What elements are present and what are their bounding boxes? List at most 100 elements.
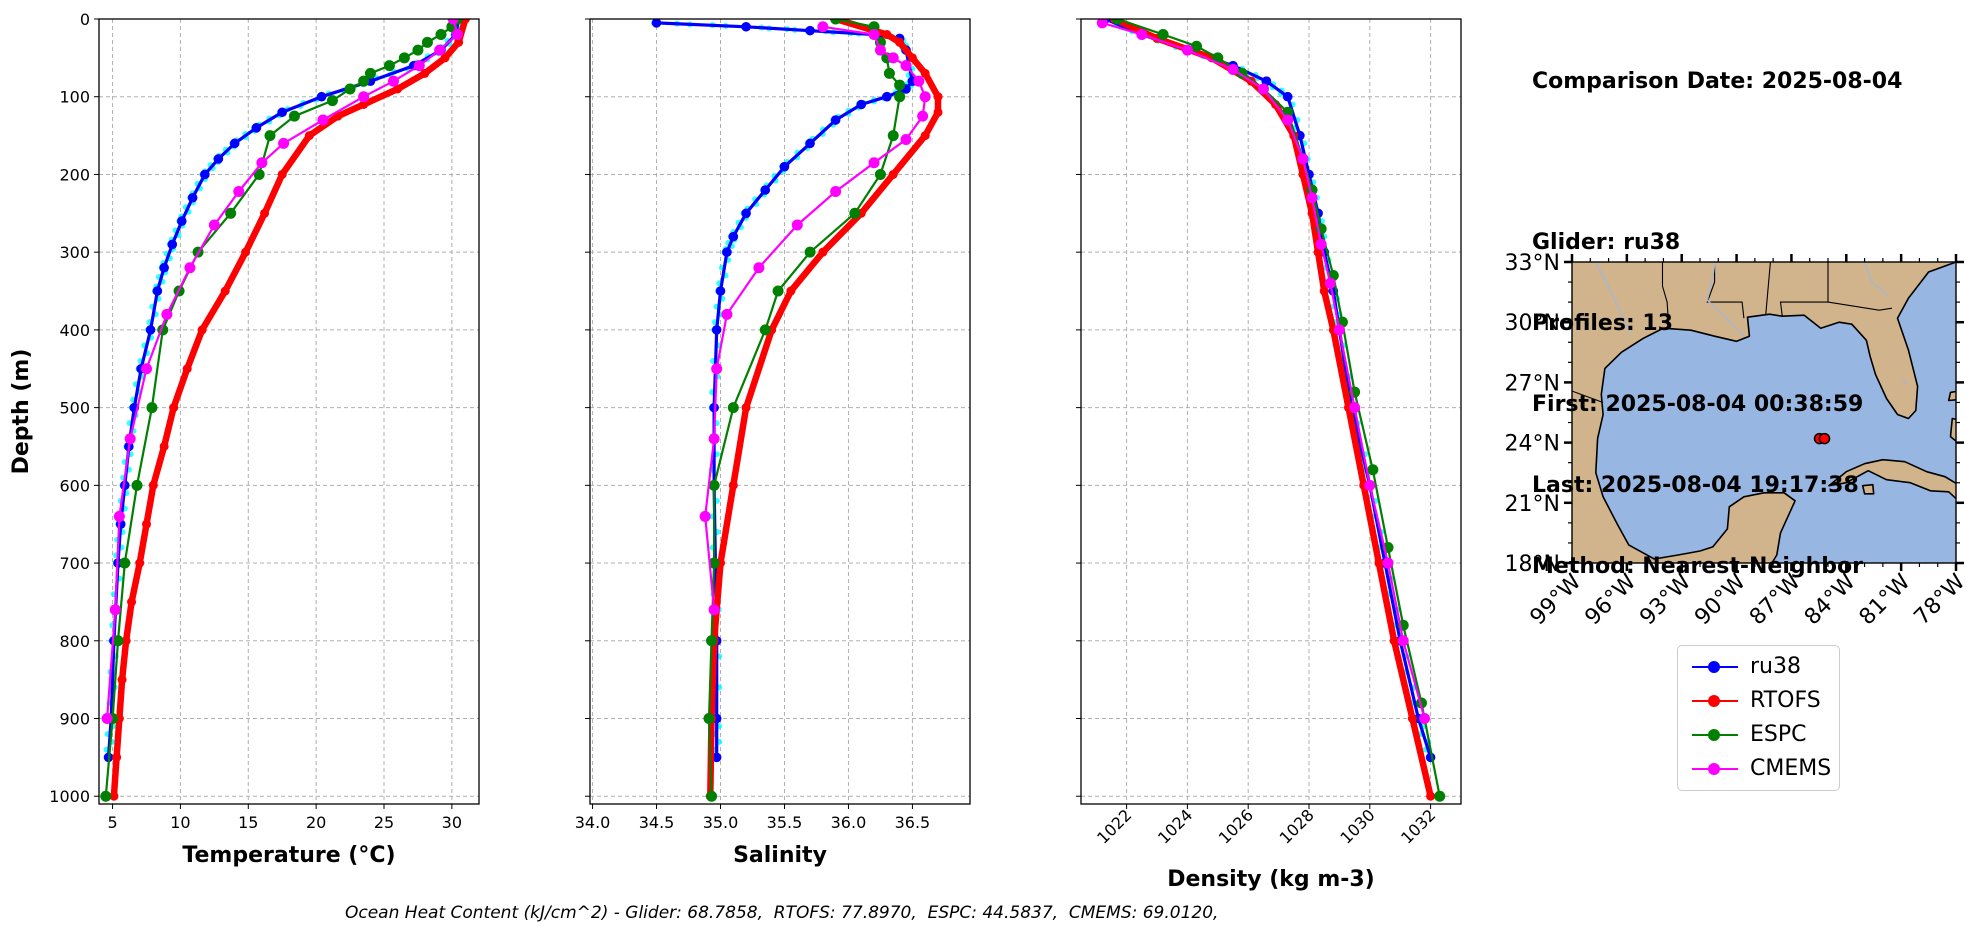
legend-label: ru38 [1750,654,1801,679]
x-axis-label: Salinity [733,843,827,868]
data-point-ru38 [167,239,178,250]
data-point-espc [131,479,143,491]
data-point-cmems [868,157,880,169]
x-tick-label: 1022 [1093,805,1135,847]
data-point-rtofs [786,286,796,296]
data-point-rtofs [127,597,137,607]
series-line-ru38 [1103,19,1433,760]
data-point-cmems [887,52,899,64]
data-point-ru38 [711,325,722,335]
data-point-espc [421,36,433,48]
data-point-rtofs [741,403,751,413]
data-point-rtofs [159,441,169,451]
data-point-rtofs [241,247,251,257]
data-point-rtofs [920,131,930,141]
x-tick-label: 1028 [1276,805,1318,847]
data-point-espc [253,168,265,180]
axes-frame [98,18,480,805]
series-group [651,19,943,802]
data-point-cmems [919,91,931,103]
data-point-cmems [208,219,220,231]
data-point-rtofs [393,84,403,94]
legend-marker [1708,763,1720,775]
y-tick-label: 800 [59,632,90,651]
data-point-rtofs [882,30,892,40]
y-tick-label: 100 [59,88,90,107]
legend-entry-espc: ESPC [1688,718,1838,752]
data-point-cmems [1419,713,1431,725]
data-point-rtofs [197,325,207,335]
data-point-rtofs [142,519,151,529]
data-point-ru38 [715,286,726,296]
lake-okeechobee [1902,377,1908,385]
axes-frame [589,18,971,805]
data-point-espc [894,91,906,103]
data-point-espc [412,44,424,56]
data-point-rtofs [1407,714,1417,724]
x-tick-label: 20 [306,813,326,832]
data-point-ru38 [176,216,187,226]
map-lon-label: 78°W [1910,569,1971,630]
data-point-cmems [1282,114,1294,126]
data-point-cmems [141,363,152,375]
x-tick-label: 35.0 [703,813,739,832]
data-point-espc [883,67,895,79]
data-point-ru38 [159,262,169,273]
glider-location-marker [1818,432,1831,445]
data-point-cmems [256,157,268,169]
data-point-espc [1111,19,1123,25]
comparison-date: Comparison Date: 2025-08-04 [1532,69,1903,94]
data-point-espc [706,790,718,802]
data-point-cmems [1349,402,1361,414]
data-point-cmems [1315,238,1327,250]
data-point-rtofs [117,675,127,685]
legend-label: CMEMS [1750,756,1832,781]
glider-name: Glider: ru38 [1532,230,1681,255]
data-point-espc [146,402,158,414]
y-tick-label: 300 [59,243,90,262]
x-tick-label: 1032 [1397,805,1439,847]
data-point-ru38 [187,192,198,203]
border-ga-fl [1827,301,1893,311]
data-point-espc [344,83,356,95]
y-tick-label: 1000 [49,787,90,806]
data-point-ru38 [728,231,739,242]
data-point-cmems [447,19,459,25]
y-tick-label: 900 [59,710,90,729]
data-point-rtofs [933,107,943,117]
legend: ru38 RTOFS ESPC CMEMS [1677,645,1840,791]
map-content [1572,262,1956,563]
map-frame [1571,261,1957,564]
data-point-espc [849,207,861,219]
data-point-espc [759,324,771,336]
data-point-cmems [1306,192,1318,204]
data-point-rtofs [277,169,287,179]
data-point-ru38 [882,91,892,102]
data-point-rtofs [304,131,314,141]
x-tick-label: 10 [170,813,190,832]
legend-label: RTOFS [1750,688,1821,713]
y-tick-label: 200 [59,165,90,184]
data-point-cmems [791,219,803,231]
x-tick-label: 1026 [1215,805,1257,847]
data-point-rtofs [1319,286,1329,296]
map-lat-label: 21°N [1505,492,1560,517]
series-line-cmems [704,25,927,611]
y-tick-label: 600 [59,476,90,495]
data-point-rtofs [895,37,905,47]
data-point-cmems [1397,635,1409,647]
x-tick-label: 35.5 [767,813,803,832]
x-tick-label: 36.0 [831,813,867,832]
data-point-espc [772,285,784,297]
data-point-espc [1434,790,1446,802]
data-point-rtofs [220,286,230,296]
data-point-cmems [109,604,121,616]
legend-marker [1708,661,1720,673]
data-point-espc [708,557,720,569]
river-brazos [1595,262,1632,335]
data-point-cmems [124,433,136,445]
data-point-cmems [113,510,125,522]
legend-marker [1708,695,1720,707]
data-point-rtofs [260,208,270,218]
y-tick-label: 700 [59,554,90,573]
